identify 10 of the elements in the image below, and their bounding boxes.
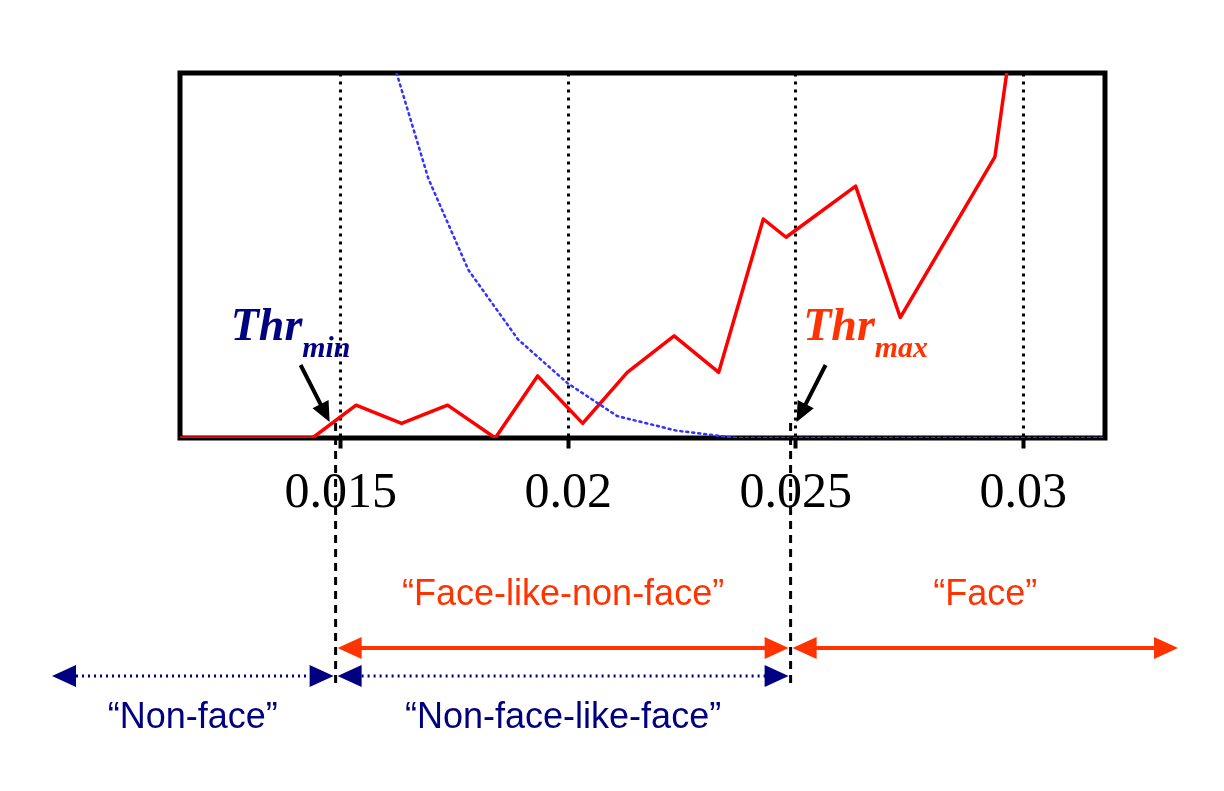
x-tick-label: 0.015 [284,461,397,518]
text: “Non-face-like-face” [405,695,722,736]
text: “Face” [933,572,1038,613]
ref-line-label: Thr$_{min}$ [230,299,351,363]
ref-line-label: Thr$_{max}$ [803,299,929,363]
x-tick-label: 0.03 [979,461,1067,518]
text: “Face-like-non-face” [402,572,725,613]
x-tick-label: 0.025 [739,461,852,518]
text: “Non-face” [107,695,278,736]
x-tick-label: 0.02 [524,461,612,518]
